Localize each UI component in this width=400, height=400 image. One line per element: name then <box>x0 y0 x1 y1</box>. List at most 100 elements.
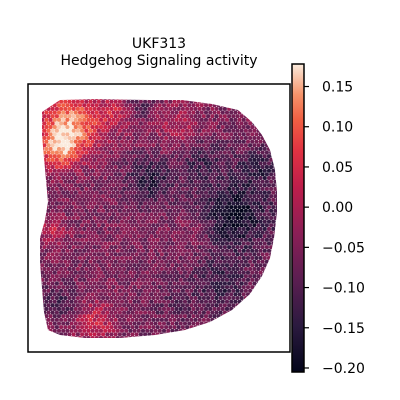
tissue-spot <box>92 215 97 221</box>
tissue-spot <box>118 340 122 344</box>
tissue-spot <box>199 263 204 268</box>
tissue-spot <box>277 303 281 307</box>
tissue-spot <box>239 303 244 308</box>
tissue-spot <box>54 215 59 221</box>
tissue-spot <box>222 230 227 235</box>
tissue-spot <box>260 325 265 330</box>
tissue-spot <box>231 245 236 250</box>
tissue-spot <box>229 263 234 268</box>
tissue-spot <box>153 277 158 282</box>
tissue-spot <box>134 157 139 162</box>
tissue-spot <box>256 230 261 235</box>
tissue-spot <box>97 340 101 344</box>
tissue-spot <box>172 340 176 344</box>
tissue-spot <box>248 303 253 308</box>
tissue-spot <box>233 285 238 290</box>
tissue-spot <box>161 336 167 338</box>
tissue-spot <box>107 168 112 173</box>
tissue-spot <box>134 194 139 199</box>
tissue-spot <box>98 219 104 224</box>
tissue-spot <box>170 226 175 231</box>
tissue-spot <box>40 219 41 224</box>
tissue-spot <box>151 340 155 344</box>
tissue-spot <box>147 340 151 344</box>
tissue-spot <box>220 328 225 333</box>
tissue-spot <box>239 150 244 155</box>
tissue-spot <box>96 245 101 250</box>
tissue-spot <box>107 205 112 210</box>
tissue-spot <box>82 197 87 202</box>
tissue-spot <box>159 230 164 235</box>
tissue-spot <box>203 226 209 231</box>
tissue-spot <box>40 259 43 264</box>
tissue-spot <box>82 132 87 137</box>
tissue-spot <box>63 128 68 133</box>
tissue-spot <box>239 99 244 104</box>
tissue-spot <box>52 99 57 101</box>
tissue-spot <box>208 270 213 275</box>
tissue-spot <box>277 129 281 133</box>
tissue-spot <box>220 117 225 122</box>
tissue-spot <box>273 223 277 228</box>
tissue-spot <box>273 303 277 308</box>
tissue-spot <box>105 223 110 228</box>
tissue-spot <box>176 106 181 111</box>
tissue-spot <box>235 172 240 177</box>
tissue-spot <box>189 296 194 301</box>
tissue-spot <box>182 285 188 290</box>
tissue-spot <box>224 139 230 144</box>
tissue-spot <box>264 99 269 104</box>
tissue-spot <box>50 208 55 213</box>
tissue-spot <box>235 288 240 293</box>
tissue-spot <box>157 248 162 253</box>
tissue-spot <box>50 121 55 126</box>
tissue-spot <box>176 259 181 264</box>
tissue-spot <box>193 135 198 141</box>
tissue-spot <box>208 205 213 210</box>
tissue-spot <box>266 117 272 122</box>
tissue-spot <box>103 161 108 166</box>
tissue-spot <box>96 274 101 279</box>
tissue-spot <box>50 215 55 221</box>
tissue-spot <box>82 314 87 319</box>
tissue-spot <box>185 288 190 293</box>
tissue-spot <box>168 99 173 104</box>
tissue-spot <box>98 234 104 239</box>
tissue-spot <box>98 110 104 115</box>
tissue-spot <box>197 179 202 184</box>
tissue-spot <box>136 132 141 137</box>
tissue-spot <box>122 215 127 221</box>
tissue-spot <box>180 296 185 301</box>
tissue-spot <box>210 208 215 213</box>
tissue-spot <box>109 135 114 141</box>
tissue-spot <box>237 110 242 115</box>
tissue-spot <box>168 165 173 170</box>
tissue-spot <box>224 270 230 275</box>
tissue-spot <box>44 336 49 338</box>
tissue-spot <box>46 325 51 330</box>
tissue-spot <box>222 150 227 155</box>
tissue-spot <box>193 237 198 242</box>
tissue-spot <box>77 336 83 338</box>
tissue-spot <box>214 99 219 104</box>
tissue-spot <box>107 117 112 122</box>
tissue-spot <box>264 179 269 184</box>
tissue-spot <box>220 299 225 304</box>
tissue-spot <box>138 208 143 213</box>
tissue-spot <box>98 175 104 181</box>
tissue-spot <box>166 205 171 210</box>
tissue-spot <box>277 136 281 140</box>
tissue-spot <box>77 292 83 297</box>
tissue-spot <box>98 205 104 210</box>
tissue-spot <box>103 205 108 210</box>
tissue-spot <box>168 303 173 308</box>
tissue-spot <box>273 325 277 330</box>
tissue-spot <box>254 321 259 326</box>
tissue-spot <box>54 150 59 155</box>
tissue-spot <box>260 259 265 264</box>
tissue-spot <box>75 259 80 264</box>
tissue-spot <box>109 186 114 191</box>
tissue-spot <box>245 270 251 275</box>
tissue-spot <box>126 288 131 293</box>
tissue-spot <box>54 288 59 293</box>
